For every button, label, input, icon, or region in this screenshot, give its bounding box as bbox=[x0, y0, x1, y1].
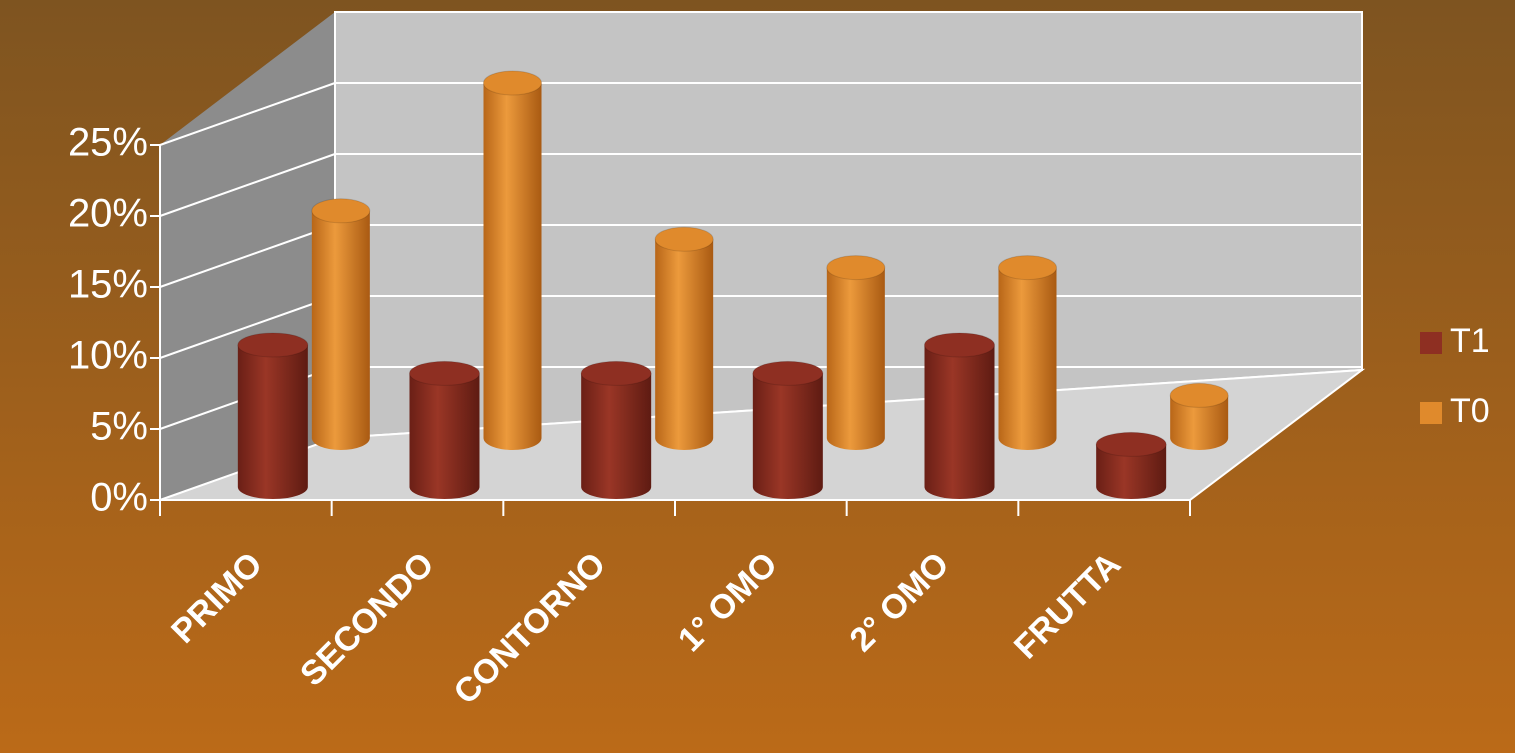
bar-top bbox=[752, 360, 824, 386]
bar bbox=[237, 345, 308, 500]
bar-top bbox=[311, 198, 371, 224]
y-tick-label: 25% bbox=[68, 121, 148, 165]
grid-line bbox=[159, 224, 336, 288]
bar bbox=[1170, 395, 1229, 450]
bar-top bbox=[580, 360, 652, 386]
bar bbox=[409, 373, 480, 500]
legend-label: T0 bbox=[1450, 392, 1490, 430]
legend-swatch bbox=[1420, 402, 1442, 424]
bar bbox=[924, 345, 995, 500]
legend-swatch bbox=[1420, 332, 1442, 354]
legend-label: T1 bbox=[1450, 322, 1490, 360]
grid-line bbox=[159, 295, 336, 359]
bar-top bbox=[654, 226, 714, 252]
bar bbox=[655, 239, 714, 450]
y-tick-label: 5% bbox=[90, 405, 148, 449]
bar-top bbox=[483, 70, 542, 96]
bar bbox=[483, 83, 542, 450]
y-tick-label: 0% bbox=[90, 476, 148, 520]
bar-top bbox=[237, 332, 309, 358]
y-tick-label: 15% bbox=[68, 263, 148, 307]
bar bbox=[1096, 444, 1167, 500]
bar-top bbox=[1095, 431, 1167, 457]
y-tick-label: 20% bbox=[68, 192, 148, 236]
grid-line bbox=[159, 153, 336, 217]
bar bbox=[998, 267, 1057, 450]
bar-top bbox=[409, 360, 480, 386]
bar-top bbox=[826, 255, 886, 281]
bar-top bbox=[1169, 382, 1229, 408]
bar bbox=[752, 373, 823, 500]
bar bbox=[311, 210, 370, 450]
grid-line bbox=[159, 82, 336, 146]
y-tick-label: 10% bbox=[68, 334, 148, 378]
bar bbox=[826, 267, 885, 450]
bar bbox=[581, 373, 652, 500]
bar-top bbox=[998, 255, 1057, 281]
bar-top bbox=[924, 332, 995, 358]
